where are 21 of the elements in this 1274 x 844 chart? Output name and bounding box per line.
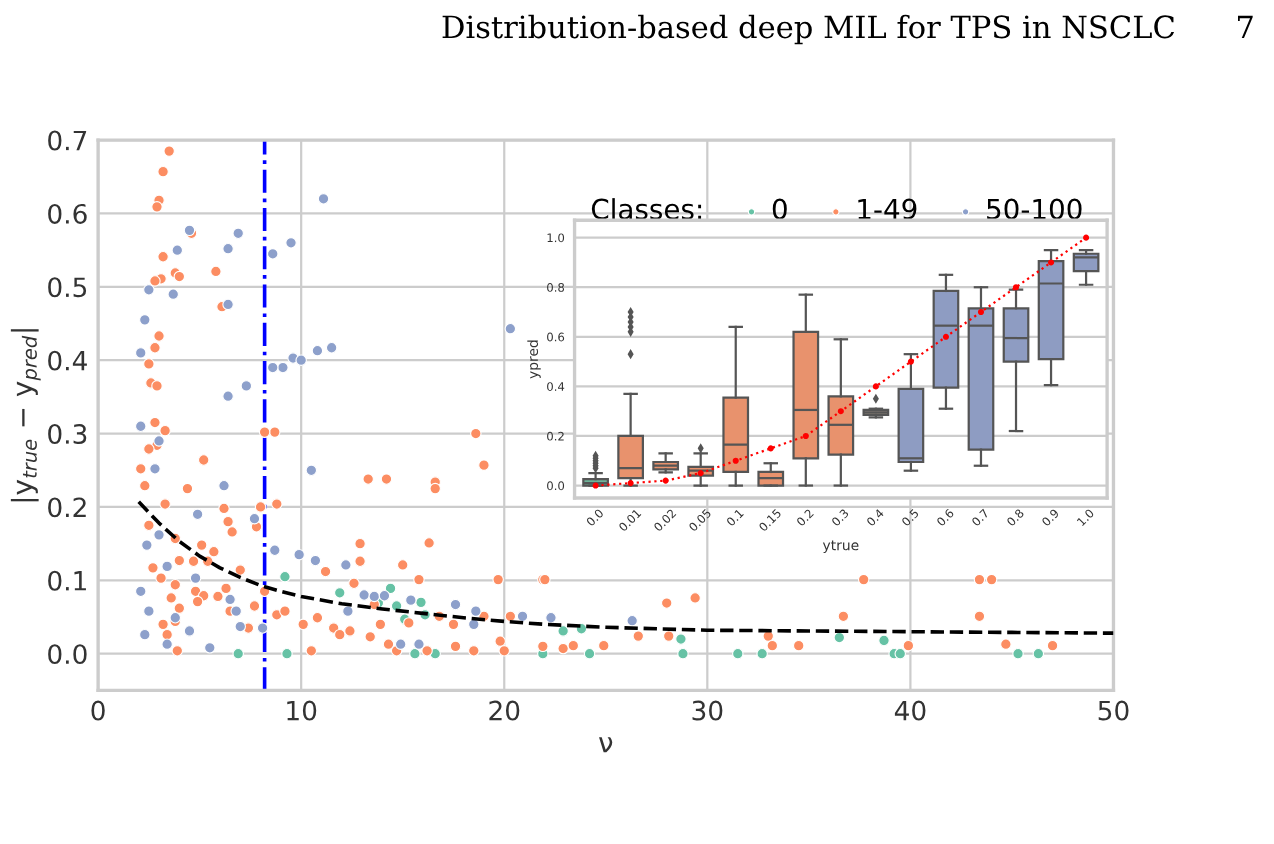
x-tick-label: 20 [489, 700, 520, 721]
legend-title: Classes: [591, 198, 702, 220]
x-tick-label: 40 [894, 700, 926, 721]
y-tick-label: 0.4 [48, 350, 87, 371]
text: Distribution-based deep MIL for TPS in NSCLC [442, 14, 1175, 45]
text: 7 [1238, 15, 1253, 38]
legend-label: 50-100 [987, 198, 1082, 220]
x-tick-label: 50 [1098, 700, 1129, 721]
y-tick-label: 0.5 [48, 277, 87, 298]
y-tick-label: 0.1 [48, 570, 86, 591]
y-tick-label: 0.0 [48, 644, 87, 665]
x-tick-label: 0 [91, 700, 105, 721]
x-axis-title: ν [599, 737, 613, 753]
legend-label: 1-49 [858, 198, 917, 220]
y-tick-label: 0.7 [48, 130, 87, 151]
legend-label: 0 [772, 198, 787, 220]
x-tick-label: 10 [287, 700, 317, 721]
y-tick-label: 0.3 [48, 424, 87, 444]
x-tick-label: 30 [692, 700, 723, 721]
y-axis-title: |y$_{true}$ − y$_{pred}$| [10, 329, 41, 502]
y-tick-label: 0.6 [48, 203, 87, 224]
